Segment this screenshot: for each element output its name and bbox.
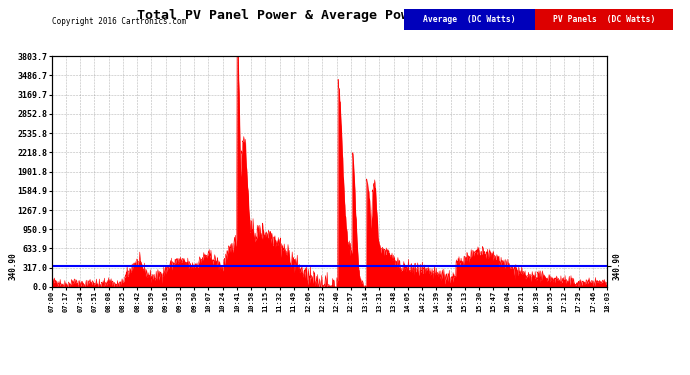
- Text: Copyright 2016 Cartronics.com: Copyright 2016 Cartronics.com: [52, 17, 186, 26]
- Text: Average  (DC Watts): Average (DC Watts): [423, 15, 515, 24]
- Text: PV Panels  (DC Watts): PV Panels (DC Watts): [553, 15, 655, 24]
- Text: 340.90: 340.90: [8, 252, 17, 280]
- Text: Total PV Panel Power & Average Power Sun Oct 2 18:11: Total PV Panel Power & Average Power Sun…: [137, 9, 553, 22]
